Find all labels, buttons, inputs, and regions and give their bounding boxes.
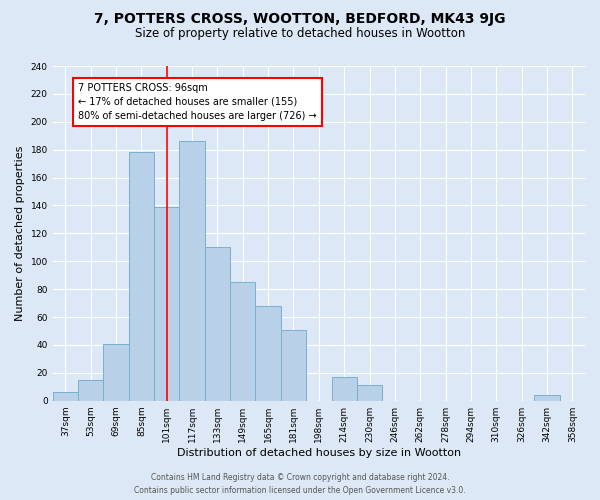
Bar <box>281 330 306 400</box>
Bar <box>535 395 560 400</box>
Bar <box>230 282 256 401</box>
Bar <box>332 377 357 400</box>
Bar <box>129 152 154 400</box>
Text: 7, POTTERS CROSS, WOOTTON, BEDFORD, MK43 9JG: 7, POTTERS CROSS, WOOTTON, BEDFORD, MK43… <box>94 12 506 26</box>
Text: 7 POTTERS CROSS: 96sqm
← 17% of detached houses are smaller (155)
80% of semi-de: 7 POTTERS CROSS: 96sqm ← 17% of detached… <box>78 82 317 120</box>
Bar <box>205 248 230 400</box>
X-axis label: Distribution of detached houses by size in Wootton: Distribution of detached houses by size … <box>177 448 461 458</box>
Bar <box>179 142 205 400</box>
Bar <box>53 392 78 400</box>
Bar <box>78 380 103 400</box>
Y-axis label: Number of detached properties: Number of detached properties <box>15 146 25 321</box>
Bar <box>256 306 281 400</box>
Bar <box>154 207 179 400</box>
Text: Size of property relative to detached houses in Wootton: Size of property relative to detached ho… <box>135 28 465 40</box>
Bar <box>357 386 382 400</box>
Bar <box>103 344 129 400</box>
Text: Contains HM Land Registry data © Crown copyright and database right 2024.
Contai: Contains HM Land Registry data © Crown c… <box>134 473 466 495</box>
